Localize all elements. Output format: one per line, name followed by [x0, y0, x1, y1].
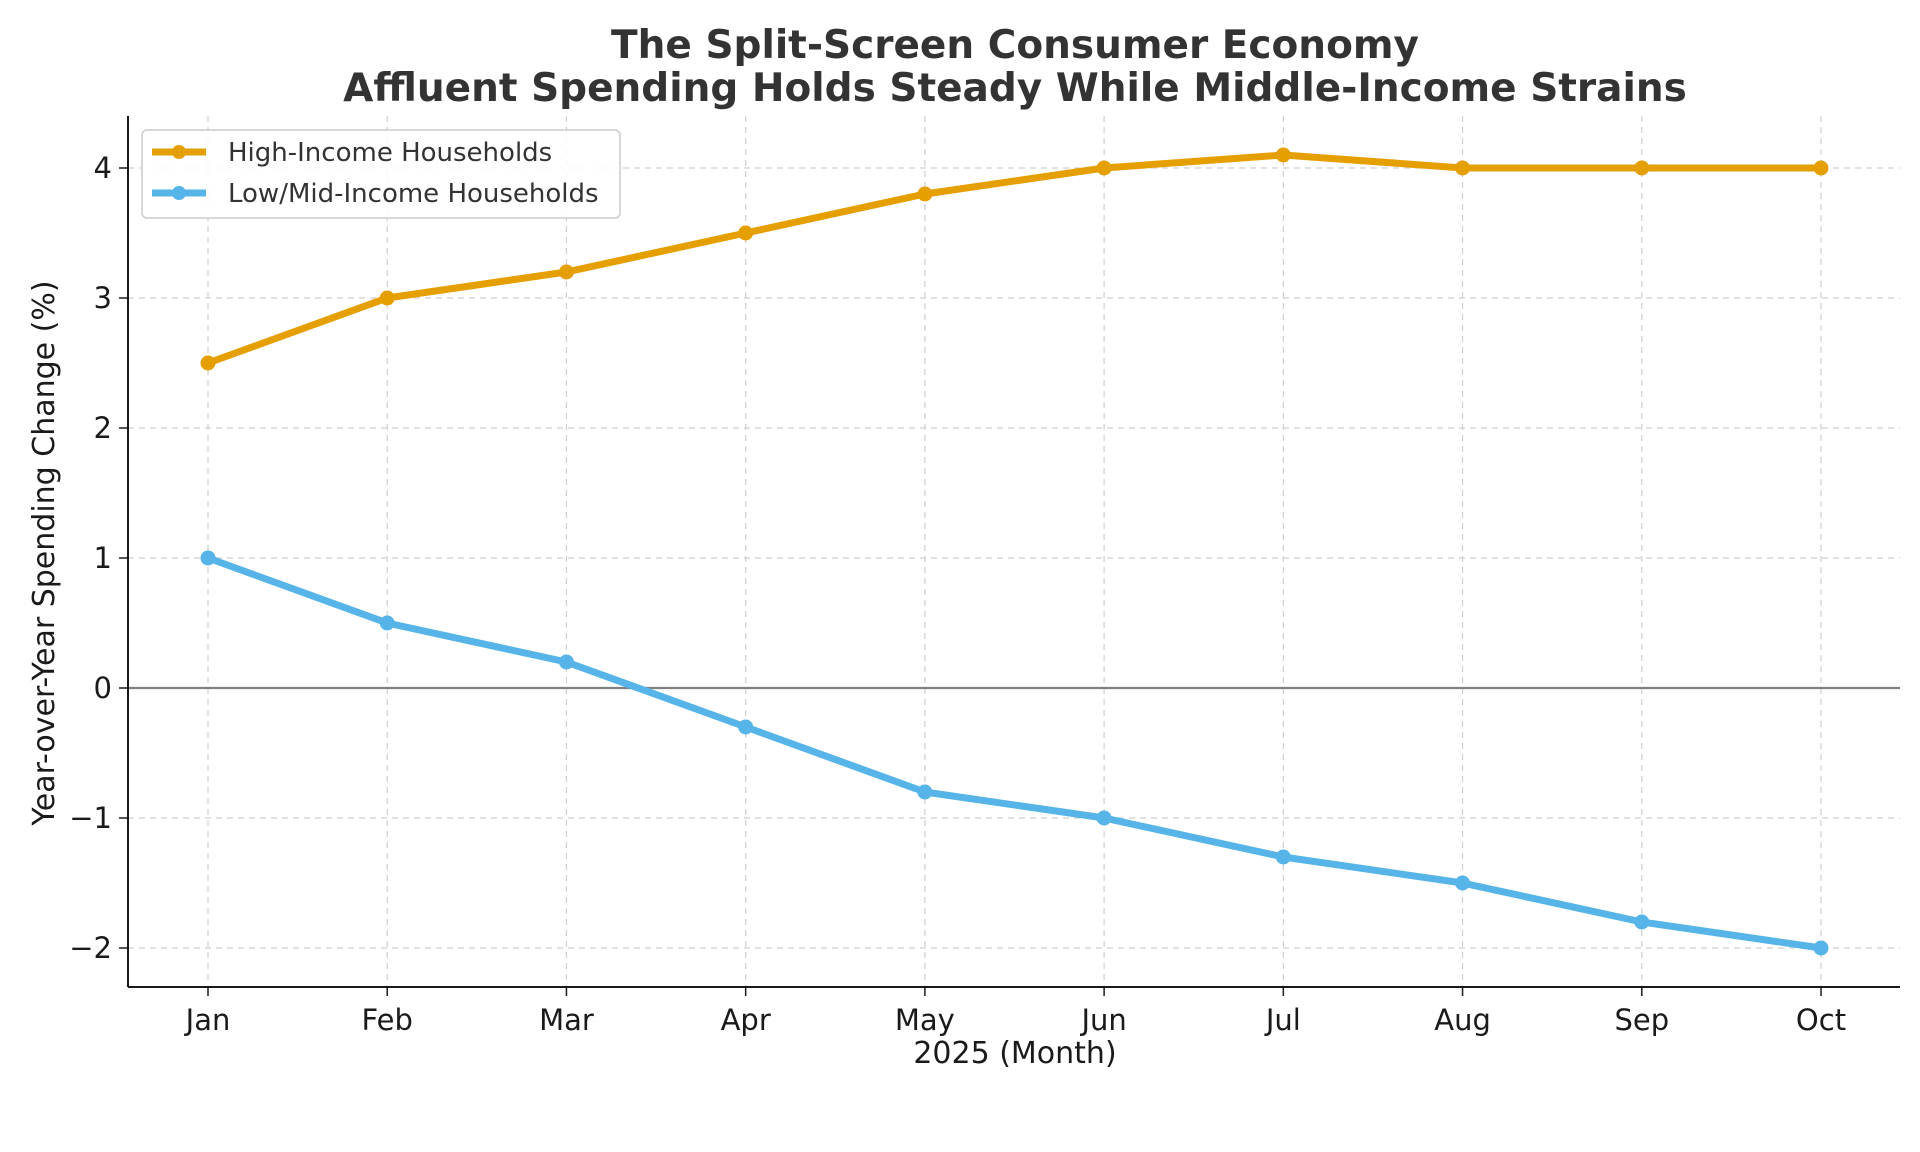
x-tick-label: Oct — [1796, 1003, 1846, 1037]
data-point-low-mid-income — [1813, 940, 1829, 956]
data-point-high-income — [1813, 160, 1829, 176]
data-point-low-mid-income — [379, 615, 395, 631]
data-point-low-mid-income — [200, 550, 216, 566]
x-tick-label: Feb — [362, 1003, 413, 1037]
data-point-high-income — [738, 225, 754, 241]
data-point-low-mid-income — [738, 719, 754, 735]
legend-label-high-income: High-Income Households — [228, 138, 552, 168]
axes-layer — [127, 116, 1900, 988]
x-tick-label: Sep — [1614, 1003, 1669, 1037]
series-low-mid-income — [200, 550, 1829, 956]
chart-subtitle: Affluent Spending Holds Steady While Mid… — [343, 66, 1687, 111]
series-line-high-income — [204, 151, 1825, 367]
x-tick-label: Apr — [721, 1003, 771, 1037]
data-point-low-mid-income — [1455, 875, 1471, 891]
series-line-low-mid-income — [204, 554, 1825, 952]
x-tick-label: Jul — [1264, 1003, 1301, 1037]
y-tick-label: 4 — [94, 151, 112, 185]
legend: High-Income Households Low/Mid-Income Ho… — [141, 129, 621, 219]
y-tick-label: 0 — [94, 671, 112, 705]
data-point-high-income — [1455, 160, 1471, 176]
y-tick-label: 2 — [94, 411, 112, 445]
series-layer — [200, 147, 1829, 956]
x-tick-label: Mar — [539, 1003, 594, 1037]
data-point-low-mid-income — [917, 784, 933, 800]
data-point-low-mid-income — [1096, 810, 1112, 826]
data-point-high-income — [1634, 160, 1650, 176]
data-point-low-mid-income — [1275, 849, 1291, 865]
grid-layer — [128, 116, 1900, 987]
legend-label-low-mid-income: Low/Mid-Income Households — [228, 179, 599, 209]
legend-marker-low-mid-income — [172, 186, 186, 200]
y-axis-label: Year-over-Year Spending Change (%) — [27, 280, 62, 826]
y-tick-label: −2 — [69, 931, 112, 965]
x-tick-label: May — [895, 1003, 955, 1037]
data-point-high-income — [917, 186, 933, 202]
data-point-high-income — [1096, 160, 1112, 176]
x-axis-label: 2025 (Month) — [913, 1036, 1116, 1071]
x-tick-label: Jun — [1079, 1003, 1126, 1037]
series-high-income — [200, 147, 1829, 371]
data-point-high-income — [1275, 147, 1291, 163]
x-tick-label: Aug — [1434, 1003, 1491, 1037]
y-tick-label: −1 — [69, 801, 112, 835]
data-point-low-mid-income — [558, 654, 574, 670]
data-point-low-mid-income — [1634, 914, 1650, 930]
y-tick-label: 3 — [94, 281, 112, 315]
legend-marker-high-income — [172, 145, 186, 159]
data-point-high-income — [379, 290, 395, 306]
x-tick-label: Jan — [184, 1003, 231, 1037]
chart-title: The Split-Screen Consumer Economy — [611, 23, 1419, 68]
data-point-high-income — [200, 355, 216, 371]
ticks-layer: Jan Feb Mar Apr May Jun Jul Aug Sep Oct −2 −1 0 1 2 3 4 — [69, 151, 1846, 1037]
data-point-high-income — [558, 264, 574, 280]
y-tick-label: 1 — [94, 541, 112, 575]
legend-box — [141, 129, 621, 219]
